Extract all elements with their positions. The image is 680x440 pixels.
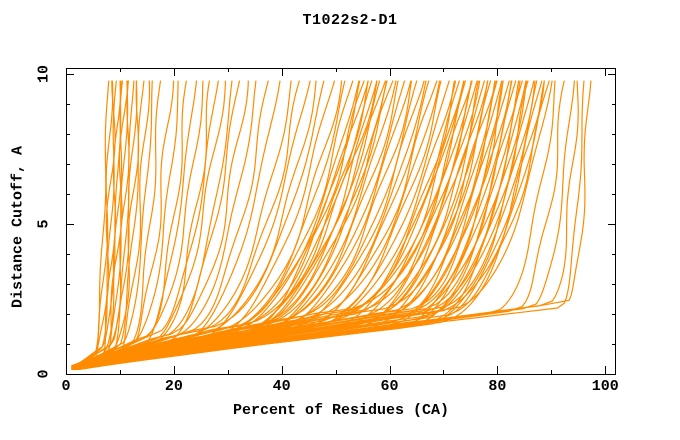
model-curve	[72, 80, 343, 370]
model-curve	[77, 80, 162, 370]
model-curve	[77, 80, 394, 367]
model-curve	[72, 80, 257, 371]
model-curve	[76, 80, 227, 367]
model-curve	[72, 80, 442, 368]
model-curve	[71, 80, 110, 371]
model-curve	[76, 80, 300, 369]
model-curve	[78, 80, 175, 367]
model-curve	[72, 80, 187, 367]
model-curve	[71, 80, 473, 370]
plot-frame	[66, 68, 616, 375]
model-curve	[77, 80, 233, 369]
model-curve	[74, 80, 457, 367]
model-curve	[73, 80, 378, 367]
model-curve	[77, 80, 369, 368]
model-curve	[71, 80, 249, 369]
model-curve	[77, 80, 553, 371]
model-curve	[79, 80, 565, 370]
model-curve	[74, 80, 140, 367]
x-axis-title: Percent of Residues (CA)	[232, 402, 450, 419]
model-curve	[78, 80, 489, 367]
model-curve	[75, 80, 211, 368]
model-curve	[75, 80, 151, 371]
model-curve	[72, 80, 538, 370]
model-curve	[74, 80, 592, 369]
model-curve	[73, 80, 269, 368]
model-curve	[78, 80, 241, 367]
model-curve	[72, 80, 472, 367]
model-curve	[76, 80, 124, 369]
chart-title: T1022s2-D1	[302, 12, 398, 29]
model-curve	[75, 80, 292, 367]
model-curve	[72, 80, 114, 368]
model-curve	[73, 80, 521, 368]
model-curve	[73, 80, 346, 367]
model-curve	[73, 80, 450, 370]
y-axis-title: Distance Cutoff, A	[9, 145, 27, 309]
model-curve	[76, 80, 504, 370]
model-curve	[74, 80, 204, 371]
model-curve	[75, 80, 219, 370]
model-curve	[74, 80, 145, 369]
model-curves	[71, 80, 592, 371]
model-curve	[79, 80, 535, 371]
model-curve	[75, 80, 418, 370]
model-curve	[71, 80, 179, 369]
model-curve	[76, 80, 365, 371]
model-curve	[73, 80, 116, 370]
model-curve	[73, 80, 117, 367]
model-curve	[74, 80, 498, 371]
model-curve	[76, 80, 311, 367]
model-curve	[76, 80, 550, 369]
model-curve	[72, 80, 517, 371]
model-curve	[75, 80, 360, 367]
model-curve	[76, 80, 153, 368]
model-curve	[75, 80, 481, 369]
model-curve	[78, 80, 325, 371]
model-curve	[78, 80, 438, 369]
model-curve	[75, 80, 523, 367]
model-curve	[76, 80, 427, 369]
model-curve	[72, 80, 135, 367]
model-curve	[74, 80, 281, 370]
model-curve	[73, 80, 198, 369]
model-curve	[73, 80, 585, 367]
